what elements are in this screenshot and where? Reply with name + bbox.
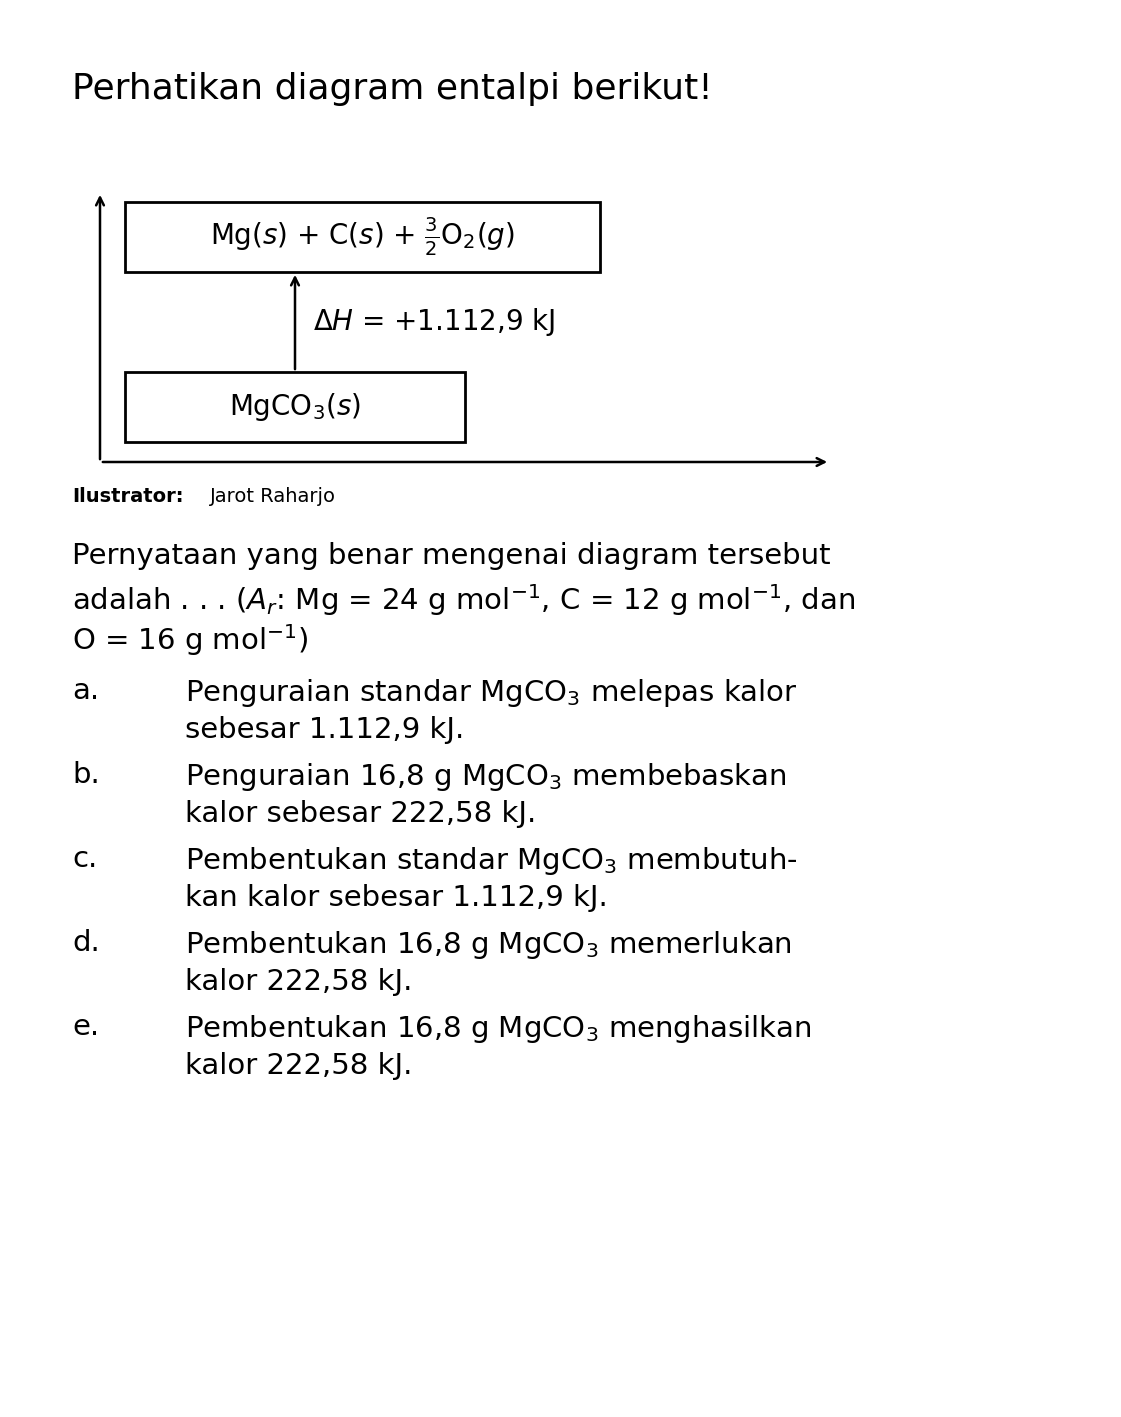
Text: Penguraian 16,8 g MgCO$_3$ membebaskan: Penguraian 16,8 g MgCO$_3$ membebaskan [185, 761, 787, 794]
Text: b.: b. [72, 761, 100, 789]
Text: sebesar 1.112,9 kJ.: sebesar 1.112,9 kJ. [185, 716, 464, 744]
Text: Penguraian standar MgCO$_3$ melepas kalor: Penguraian standar MgCO$_3$ melepas kalo… [185, 677, 798, 708]
Text: Pembentukan 16,8 g MgCO$_3$ menghasilkan: Pembentukan 16,8 g MgCO$_3$ menghasilkan [185, 1013, 812, 1044]
Text: Pembentukan standar MgCO$_3$ membutuh-: Pembentukan standar MgCO$_3$ membutuh- [185, 845, 798, 877]
Text: kalor 222,58 kJ.: kalor 222,58 kJ. [185, 1051, 413, 1080]
Text: $\Delta H$ = +1.112,9 kJ: $\Delta H$ = +1.112,9 kJ [313, 306, 555, 339]
Text: kalor sebesar 222,58 kJ.: kalor sebesar 222,58 kJ. [185, 801, 536, 828]
Text: c.: c. [72, 845, 98, 873]
Text: a.: a. [72, 677, 99, 706]
Text: Pembentukan 16,8 g MgCO$_3$ memerlukan: Pembentukan 16,8 g MgCO$_3$ memerlukan [185, 930, 791, 961]
Text: e.: e. [72, 1013, 99, 1041]
Text: adalah . . . ($A_r$: Mg = 24 g mol$^{-1}$, C = 12 g mol$^{-1}$, dan: adalah . . . ($A_r$: Mg = 24 g mol$^{-1}… [72, 582, 855, 618]
Text: Perhatikan diagram entalpi berikut!: Perhatikan diagram entalpi berikut! [72, 72, 713, 106]
Text: kan kalor sebesar 1.112,9 kJ.: kan kalor sebesar 1.112,9 kJ. [185, 884, 608, 913]
Text: d.: d. [72, 930, 100, 956]
Text: kalor 222,58 kJ.: kalor 222,58 kJ. [185, 968, 413, 996]
Bar [126, 203, 600, 272]
Text: MgCO$_3$($s$): MgCO$_3$($s$) [229, 391, 361, 424]
Text: O = 16 g mol$^{-1}$): O = 16 g mol$^{-1}$) [72, 622, 308, 657]
Text: Ilustrator:: Ilustrator: [72, 487, 184, 506]
Bar [126, 373, 465, 442]
Text: Jarot Raharjo: Jarot Raharjo [210, 487, 336, 506]
Text: Mg($s$) + C($s$) + $\mathregular{\frac{3}{2}}$O$_2$($g$): Mg($s$) + C($s$) + $\mathregular{\frac{3… [210, 215, 515, 258]
Text: Pernyataan yang benar mengenai diagram tersebut: Pernyataan yang benar mengenai diagram t… [72, 541, 831, 570]
